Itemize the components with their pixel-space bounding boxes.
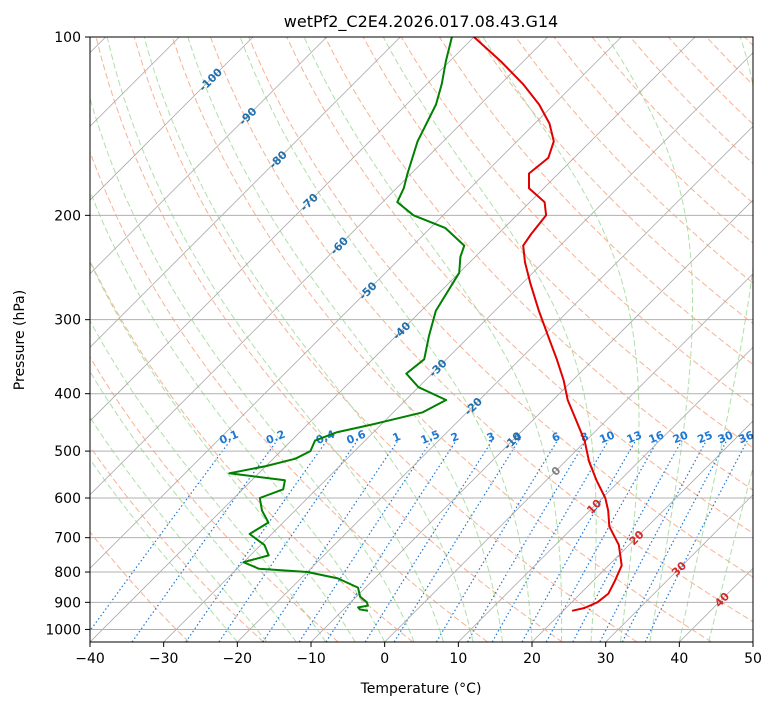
moist-adiabat-line bbox=[187, 37, 503, 642]
chart-title: wetPf2_C2E4.2026.017.08.43.G14 bbox=[284, 12, 558, 32]
profiles bbox=[228, 37, 623, 612]
x-tick-label: 40 bbox=[670, 651, 688, 667]
dry-adiabat-line bbox=[248, 37, 753, 578]
y-tick-label: 200 bbox=[54, 208, 81, 224]
moist-adiabat-line bbox=[90, 416, 268, 642]
dry-adiabat-line bbox=[438, 37, 753, 366]
x-axis-label: Temperature (°C) bbox=[360, 681, 482, 697]
x-tick-label: 20 bbox=[523, 651, 541, 667]
isotherm-line bbox=[458, 346, 753, 642]
x-tick-label: 0 bbox=[380, 651, 389, 667]
y-tick-label: 100 bbox=[54, 30, 81, 46]
x-tick-label: 50 bbox=[744, 651, 762, 667]
mixing-ratio-label: 3 bbox=[485, 430, 497, 445]
y-tick-label: 600 bbox=[54, 491, 81, 507]
mixing-ratio-label: 1 bbox=[391, 430, 403, 445]
mixing-ratio-line bbox=[545, 440, 659, 642]
mixing-ratio-line bbox=[644, 440, 748, 642]
axes: −40 −30 −20 −10 0 10 20 30 40 50 1000 900 800 700 600 5… bbox=[45, 30, 762, 667]
moist-adiabat-line bbox=[606, 37, 693, 642]
y-tick-label: 700 bbox=[54, 531, 81, 547]
x-tick-label: −30 bbox=[149, 651, 179, 667]
isotherm-line bbox=[90, 37, 401, 348]
isotherm-line bbox=[237, 125, 753, 642]
mixing-ratio-line bbox=[364, 440, 493, 642]
moist-adiabat-line bbox=[90, 458, 238, 642]
isotherm-line bbox=[163, 52, 753, 642]
moist-adiabat-line bbox=[303, 37, 563, 642]
dry-adiabat-line bbox=[90, 356, 339, 642]
mixing-ratio-label: 10 bbox=[598, 428, 617, 446]
mixing-ratio-line bbox=[298, 440, 432, 642]
moist-adiabat-line bbox=[90, 189, 386, 642]
mixing-ratio-line bbox=[90, 440, 231, 632]
moist-adiabat-line bbox=[106, 37, 445, 642]
dry-adiabat-line bbox=[90, 531, 190, 642]
x-tick-label: 30 bbox=[597, 651, 615, 667]
mixing-ratio-label: 2 bbox=[449, 430, 461, 445]
moist-adiabat-line bbox=[143, 37, 474, 642]
dry-adiabat-line bbox=[210, 37, 753, 623]
y-tick-label: 1000 bbox=[45, 622, 81, 638]
mixing-ratio-line bbox=[521, 440, 637, 642]
moist-adiabat-line bbox=[239, 37, 533, 642]
dry-adiabat-line bbox=[515, 37, 753, 284]
dry-adiabat-line bbox=[95, 37, 563, 642]
y-tick-label: 500 bbox=[54, 444, 81, 460]
mixing-ratio-line bbox=[466, 440, 587, 642]
mixing-ratio-label: 8 bbox=[578, 430, 590, 445]
plot-frame bbox=[89, 36, 754, 643]
isotherm-line bbox=[90, 37, 254, 201]
moist-adiabat-line bbox=[678, 37, 753, 642]
dry-adiabat-line bbox=[90, 445, 264, 642]
isotherm-line bbox=[90, 37, 622, 569]
mixing-ratio-label: 36 bbox=[737, 428, 756, 446]
plot-background bbox=[90, 37, 753, 642]
mixing-ratio-label: 30 bbox=[716, 428, 735, 446]
mixing-ratio-line bbox=[185, 440, 328, 642]
dry-adiabat-line bbox=[90, 150, 488, 642]
x-tick-label: −40 bbox=[75, 651, 105, 667]
dewpoint-line bbox=[228, 37, 466, 612]
dry-adiabat-line bbox=[171, 37, 712, 642]
mixing-ratio-line bbox=[325, 440, 457, 642]
dry-adiabats bbox=[90, 37, 753, 642]
isotherm-line bbox=[90, 37, 327, 275]
mixing-ratio-label: 13 bbox=[625, 428, 644, 446]
dry-adiabat-line bbox=[133, 37, 638, 642]
moist-adiabat-line bbox=[382, 37, 597, 642]
isotherm-line bbox=[605, 494, 753, 642]
y-axis-label: Pressure (hPa) bbox=[12, 290, 28, 390]
isotherms bbox=[90, 37, 753, 642]
moist-adiabat-line bbox=[90, 260, 356, 642]
mixing-ratio-line bbox=[262, 440, 399, 642]
moist-adiabat-line bbox=[482, 37, 640, 642]
moist-adiabat-line bbox=[90, 370, 297, 642]
mixing-ratio-line bbox=[491, 440, 609, 642]
mixing-ratio-line bbox=[572, 440, 683, 642]
mixing-ratio-label: 20 bbox=[671, 428, 690, 446]
dry-adiabat-line bbox=[400, 37, 753, 407]
isotherm-line bbox=[310, 199, 753, 642]
isotherm-line bbox=[90, 37, 696, 642]
y-tick-label: 300 bbox=[54, 313, 81, 329]
isotherm-line bbox=[90, 37, 475, 422]
isotherm-line bbox=[384, 273, 753, 642]
mixing-ratio-line bbox=[131, 440, 278, 642]
y-tick-label: 800 bbox=[54, 565, 81, 581]
y-tick-label: 900 bbox=[54, 595, 81, 611]
isotherm-line bbox=[752, 641, 753, 642]
isobars bbox=[90, 37, 753, 630]
x-tick-label: −20 bbox=[223, 651, 253, 667]
y-tick-label: 400 bbox=[54, 387, 81, 403]
x-tick-label: 10 bbox=[449, 651, 467, 667]
x-tick-label: −10 bbox=[296, 651, 326, 667]
isotherm-line bbox=[531, 420, 753, 642]
temperature-line bbox=[473, 37, 623, 612]
mixing-ratio-label: 16 bbox=[647, 428, 666, 446]
mixing-ratio-label: 25 bbox=[695, 428, 714, 446]
isotherm-line bbox=[90, 37, 548, 496]
mixing-ratio-line bbox=[435, 440, 558, 642]
